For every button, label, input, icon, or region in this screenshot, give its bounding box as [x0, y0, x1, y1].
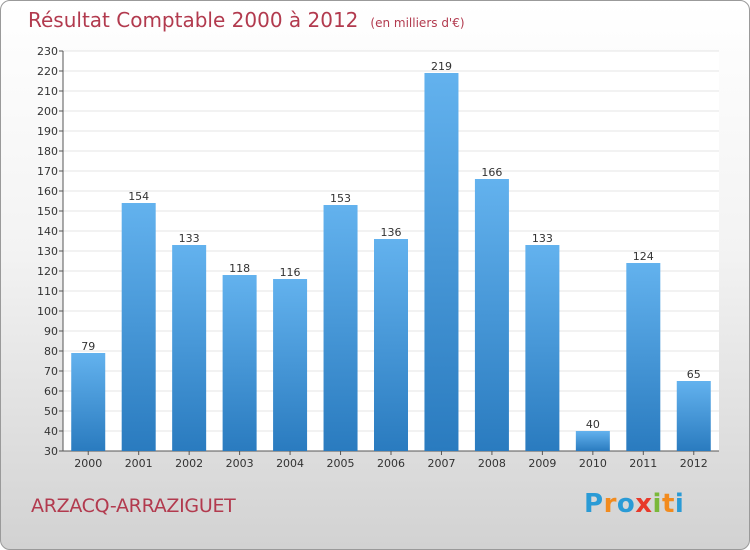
bar-value-label: 166 [481, 166, 502, 179]
x-tick-label: 2001 [125, 457, 153, 470]
proxiti-logo: Proxiti [584, 489, 684, 519]
x-tick-label: 2002 [175, 457, 203, 470]
bar [575, 431, 610, 451]
y-tick-label: 50 [44, 405, 58, 418]
bar-value-label: 65 [687, 368, 701, 381]
bar-value-label: 153 [330, 192, 351, 205]
y-tick-label: 120 [37, 265, 58, 278]
y-tick-label: 200 [37, 105, 58, 118]
y-tick-label: 150 [37, 205, 58, 218]
bar-value-label: 136 [381, 226, 402, 239]
y-tick-label: 90 [44, 325, 58, 338]
bar [172, 245, 207, 451]
x-tick-label: 2011 [629, 457, 657, 470]
bar [71, 353, 106, 451]
y-tick-label: 220 [37, 65, 58, 78]
bar [323, 205, 358, 451]
logo-letter: i [674, 489, 685, 519]
x-tick-label: 2007 [427, 457, 455, 470]
y-tick-label: 70 [44, 365, 58, 378]
y-tick-label: 190 [37, 125, 58, 138]
title-text: Résultat Comptable 2000 à 2012 [28, 8, 359, 32]
logo-letter: x [635, 489, 653, 519]
bar-value-label: 133 [532, 232, 553, 245]
bar-value-label: 124 [633, 250, 654, 263]
bar-value-label: 118 [229, 262, 250, 275]
bar-value-label: 79 [81, 340, 95, 353]
unit-text: (en milliers d'€) [370, 16, 465, 30]
bar [121, 203, 156, 451]
y-tick-label: 230 [37, 45, 58, 58]
y-tick-label: 210 [37, 85, 58, 98]
bar-value-label: 40 [586, 418, 600, 431]
bar [676, 381, 711, 451]
bar-value-label: 154 [128, 190, 149, 203]
logo-letter: r [603, 489, 617, 519]
bar-value-label: 116 [280, 266, 301, 279]
bar-value-label: 219 [431, 60, 452, 73]
logo-letter: t [661, 489, 675, 519]
y-tick-label: 100 [37, 305, 58, 318]
bar [525, 245, 560, 451]
x-tick-label: 2000 [74, 457, 102, 470]
bar-value-label: 133 [179, 232, 200, 245]
y-tick-label: 160 [37, 185, 58, 198]
x-tick-label: 2008 [478, 457, 506, 470]
y-tick-label: 80 [44, 345, 58, 358]
bar [222, 275, 257, 451]
x-tick-label: 2010 [579, 457, 607, 470]
y-tick-label: 40 [44, 425, 58, 438]
x-tick-label: 2012 [680, 457, 708, 470]
bar [273, 279, 308, 451]
x-tick-label: 2003 [226, 457, 254, 470]
bar [424, 73, 459, 451]
commune-name: ARZACQ-ARRAZIGUET [31, 495, 236, 517]
y-tick-label: 60 [44, 385, 58, 398]
chart-title: Résultat Comptable 2000 à 2012 (en millie… [28, 8, 465, 32]
bar [374, 239, 408, 451]
y-tick-label: 30 [44, 445, 58, 458]
bar [626, 263, 661, 451]
y-tick-label: 130 [37, 245, 58, 258]
x-tick-label: 2005 [327, 457, 355, 470]
x-tick-label: 2004 [276, 457, 304, 470]
y-tick-label: 180 [37, 145, 58, 158]
logo-letter: o [616, 489, 636, 519]
x-tick-label: 2006 [377, 457, 405, 470]
bar [474, 179, 509, 451]
y-tick-label: 140 [37, 225, 58, 238]
y-tick-label: 170 [37, 165, 58, 178]
logo-letter: P [584, 489, 604, 519]
logo-letter: i [652, 489, 662, 519]
y-tick-label: 110 [37, 285, 58, 298]
x-tick-label: 2009 [528, 457, 556, 470]
